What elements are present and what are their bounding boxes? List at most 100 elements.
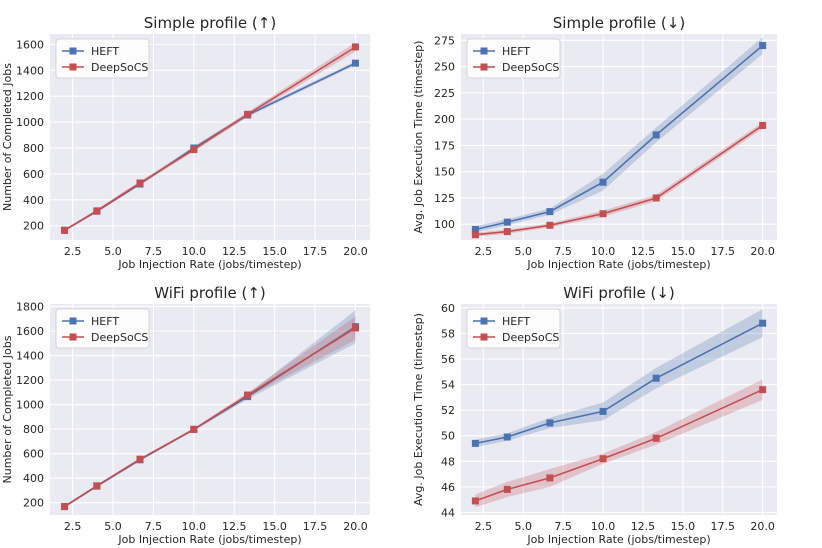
y-axis-label: Number of Completed Jobs (1, 63, 14, 211)
data-point (546, 208, 554, 216)
series-deepsocs (471, 121, 767, 239)
x-tick-label: 15.0 (262, 520, 287, 533)
legend-label: HEFT (91, 45, 119, 58)
legend-marker (69, 333, 77, 341)
y-tick-label: 1400 (16, 64, 44, 77)
x-axis-label: Job Injection Rate (jobs/timestep) (117, 533, 301, 546)
y-tick-label: 58 (441, 327, 455, 340)
x-tick-label: 17.5 (710, 245, 735, 258)
x-axis-label: Job Injection Rate (jobs/timestep) (526, 533, 710, 546)
legend-marker (69, 317, 77, 325)
series-line (475, 44, 764, 231)
data-point (244, 110, 252, 118)
y-tick-label: 175 (434, 139, 455, 152)
y-tick-label: 800 (23, 142, 44, 155)
data-point (93, 482, 101, 490)
data-point (599, 210, 607, 218)
data-point (652, 434, 660, 442)
legend-marker (69, 63, 77, 71)
data-point (759, 319, 767, 327)
x-tick-label: 5.0 (514, 245, 532, 258)
chart-panel-4: 2.5 5.0 7.5 10.0 12.5 15.0 17.5 20.0 44 46 48 50 52 5… (412, 284, 777, 546)
y-tick-label: 200 (23, 220, 44, 233)
x-tick-label: 2.5 (64, 245, 82, 258)
legend: HEFT DeepSoCS (55, 308, 150, 349)
x-tick-label: 10.0 (182, 245, 207, 258)
chart-panel-2: 2.5 5.0 7.5 10.0 12.5 15.0 17.5 20.0 100 125 150 17… (412, 14, 777, 271)
y-tick-label: 200 (23, 497, 44, 510)
data-point (599, 178, 607, 186)
x-tick-label: 17.5 (710, 520, 735, 533)
y-tick-label: 400 (23, 194, 44, 207)
y-tick-label: 100 (434, 218, 455, 231)
y-tick-label: 1600 (16, 38, 44, 51)
data-point (652, 131, 660, 139)
data-point (503, 433, 511, 441)
x-tick-label: 7.5 (145, 245, 163, 258)
x-tick-label: 20.0 (750, 520, 775, 533)
y-tick-label: 250 (434, 61, 455, 74)
legend-label: DeepSoCS (502, 61, 559, 74)
y-axis-label: Avg. Job Execution Time (timestep) (412, 313, 425, 506)
data-point (599, 407, 607, 415)
y-tick-label: 150 (434, 166, 455, 179)
data-point (93, 207, 101, 215)
x-tick-label: 5.0 (104, 520, 122, 533)
data-point (546, 474, 554, 482)
legend-marker (480, 317, 488, 325)
data-point (503, 485, 511, 493)
x-tick-label: 12.5 (222, 245, 247, 258)
data-point (503, 218, 511, 226)
chart-title: Simple profile (↑) (144, 14, 276, 32)
legend-box (466, 38, 561, 79)
x-tick-label: 12.5 (631, 520, 656, 533)
data-point (759, 386, 767, 394)
data-point (599, 455, 607, 463)
data-point (759, 121, 767, 129)
data-point (503, 228, 511, 236)
y-tick-label: 275 (434, 34, 455, 47)
legend-marker (480, 47, 488, 55)
y-tick-label: 600 (23, 448, 44, 461)
y-tick-label: 200 (434, 113, 455, 126)
x-tick-label: 10.0 (182, 520, 207, 533)
legend: HEFT DeepSoCS (466, 308, 561, 349)
y-tick-label: 50 (441, 430, 455, 443)
data-point (351, 324, 359, 332)
chart-title: Simple profile (↓) (553, 14, 685, 32)
legend-marker (480, 63, 488, 71)
data-point (546, 419, 554, 427)
chart-panel-3: 2.5 5.0 7.5 10.0 12.5 15.0 17.5 20.0 200 400 600 80… (1, 284, 370, 546)
data-point (244, 391, 252, 399)
x-tick-label: 20.0 (750, 245, 775, 258)
data-point (190, 425, 198, 433)
chart-panel-1: 2.5 5.0 7.5 10.0 12.5 15.0 17.5 20.0 200 400 600 80… (1, 14, 370, 271)
y-tick-label: 1000 (16, 399, 44, 412)
x-tick-label: 12.5 (631, 245, 656, 258)
series-heft (471, 37, 767, 233)
data-point (759, 42, 767, 50)
y-tick-label: 60 (441, 302, 455, 315)
x-axis-label: Job Injection Rate (jobs/timestep) (526, 258, 710, 271)
data-point (652, 194, 660, 202)
series-line (475, 124, 764, 236)
legend: HEFT DeepSoCS (55, 38, 150, 79)
chart-title: WiFi profile (↑) (154, 284, 266, 302)
x-axis-label: Job Injection Rate (jobs/timestep) (117, 258, 301, 271)
series-deepsocs (61, 316, 359, 510)
y-tick-label: 1200 (16, 90, 44, 103)
legend-box (55, 38, 150, 79)
y-tick-label: 46 (441, 481, 455, 494)
data-point (471, 439, 479, 447)
series-line (64, 327, 356, 508)
legend-label: DeepSoCS (502, 331, 559, 344)
x-tick-label: 15.0 (262, 245, 287, 258)
y-axis-label: Avg. Job Execution Time (timestep) (412, 41, 425, 234)
x-tick-label: 5.0 (104, 245, 122, 258)
x-tick-label: 10.0 (591, 245, 616, 258)
data-point (351, 43, 359, 51)
legend-label: HEFT (502, 45, 530, 58)
x-tick-label: 7.5 (554, 245, 572, 258)
y-tick-label: 44 (441, 506, 455, 519)
y-tick-label: 56 (441, 353, 455, 366)
